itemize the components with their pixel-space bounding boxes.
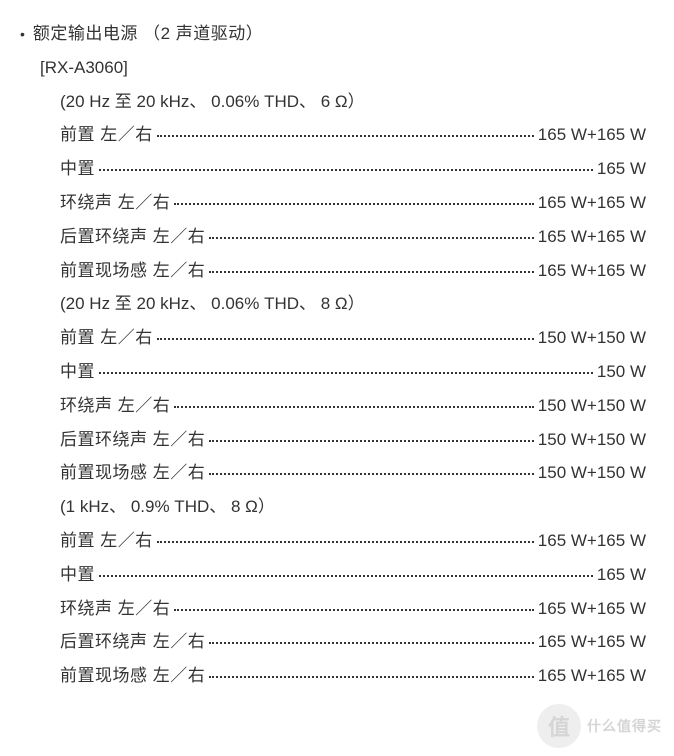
leader-dots	[157, 541, 534, 543]
spec-row: 环绕声 左／右 165 W+165 W	[60, 191, 646, 215]
spec-groups: (20 Hz 至 20 kHz、 0.06% THD、 6 Ω） 前置 左／右 1…	[10, 90, 646, 688]
spec-value: 150 W+150 W	[538, 394, 646, 418]
spec-value: 165 W	[597, 157, 646, 181]
spec-value: 165 W+165 W	[538, 630, 646, 654]
spec-label: 中置	[60, 360, 95, 384]
spec-label: 中置	[60, 563, 95, 587]
condition-label: (20 Hz 至 20 kHz、 0.06% THD、 8 Ω）	[60, 292, 646, 316]
watermark-text: 什么值得买	[587, 716, 662, 736]
spec-row: 前置 左／右 165 W+165 W	[60, 529, 646, 553]
watermark: 值 什么值得买	[537, 704, 662, 748]
leader-dots	[99, 169, 593, 171]
spec-value: 150 W	[597, 360, 646, 384]
spec-label: 中置	[60, 157, 95, 181]
spec-value: 150 W+150 W	[538, 428, 646, 452]
spec-label: 后置环绕声 左／右	[60, 225, 205, 249]
spec-row: 后置环绕声 左／右 165 W+165 W	[60, 630, 646, 654]
spec-value: 165 W+165 W	[538, 191, 646, 215]
spec-label: 前置 左／右	[60, 326, 153, 350]
spec-value: 165 W+165 W	[538, 123, 646, 147]
spec-label: 前置 左／右	[60, 123, 153, 147]
spec-label: 环绕声 左／右	[60, 597, 170, 621]
leader-dots	[99, 372, 593, 374]
leader-dots	[209, 473, 534, 475]
spec-value: 165 W+165 W	[538, 597, 646, 621]
spec-value: 165 W	[597, 563, 646, 587]
spec-label: 环绕声 左／右	[60, 394, 170, 418]
spec-row: 前置现场感 左／右 165 W+165 W	[60, 259, 646, 283]
spec-label: 前置 左／右	[60, 529, 153, 553]
spec-label: 前置现场感 左／右	[60, 461, 205, 485]
leader-dots	[174, 609, 534, 611]
spec-row: 环绕声 左／右 165 W+165 W	[60, 597, 646, 621]
spec-row: 中置 150 W	[60, 360, 646, 384]
spec-value: 165 W+165 W	[538, 664, 646, 688]
spec-value: 150 W+150 W	[538, 326, 646, 350]
leader-dots	[99, 575, 593, 577]
spec-document: • 额定输出电源 （2 声道驱动） [RX-A3060] (20 Hz 至 20…	[0, 0, 674, 720]
spec-value: 165 W+165 W	[538, 225, 646, 249]
leader-dots	[209, 271, 534, 273]
leader-dots	[157, 338, 534, 340]
spec-row: 环绕声 左／右 150 W+150 W	[60, 394, 646, 418]
condition-label: (20 Hz 至 20 kHz、 0.06% THD、 6 Ω）	[60, 90, 646, 114]
spec-label: 后置环绕声 左／右	[60, 428, 205, 452]
watermark-icon: 值	[537, 704, 581, 748]
heading-row: • 额定输出电源 （2 声道驱动）	[10, 22, 646, 46]
spec-row: 后置环绕声 左／右 165 W+165 W	[60, 225, 646, 249]
leader-dots	[157, 135, 534, 137]
spec-row: 中置 165 W	[60, 157, 646, 181]
spec-label: 后置环绕声 左／右	[60, 630, 205, 654]
spec-row: 中置 165 W	[60, 563, 646, 587]
leader-dots	[174, 203, 534, 205]
spec-row: 前置现场感 左／右 165 W+165 W	[60, 664, 646, 688]
spec-row: 后置环绕声 左／右 150 W+150 W	[60, 428, 646, 452]
spec-label: 前置现场感 左／右	[60, 259, 205, 283]
leader-dots	[209, 676, 534, 678]
leader-dots	[174, 406, 534, 408]
spec-value: 165 W+165 W	[538, 529, 646, 553]
spec-value: 150 W+150 W	[538, 461, 646, 485]
heading-text: 额定输出电源 （2 声道驱动）	[33, 22, 263, 46]
spec-value: 165 W+165 W	[538, 259, 646, 283]
leader-dots	[209, 642, 534, 644]
bullet-icon: •	[20, 25, 25, 45]
spec-row: 前置 左／右 165 W+165 W	[60, 123, 646, 147]
leader-dots	[209, 440, 534, 442]
spec-label: 环绕声 左／右	[60, 191, 170, 215]
spec-row: 前置 左／右 150 W+150 W	[60, 326, 646, 350]
spec-row: 前置现场感 左／右 150 W+150 W	[60, 461, 646, 485]
model-label: [RX-A3060]	[40, 56, 646, 80]
spec-label: 前置现场感 左／右	[60, 664, 205, 688]
leader-dots	[209, 237, 534, 239]
condition-label: (1 kHz、 0.9% THD、 8 Ω）	[60, 495, 646, 519]
